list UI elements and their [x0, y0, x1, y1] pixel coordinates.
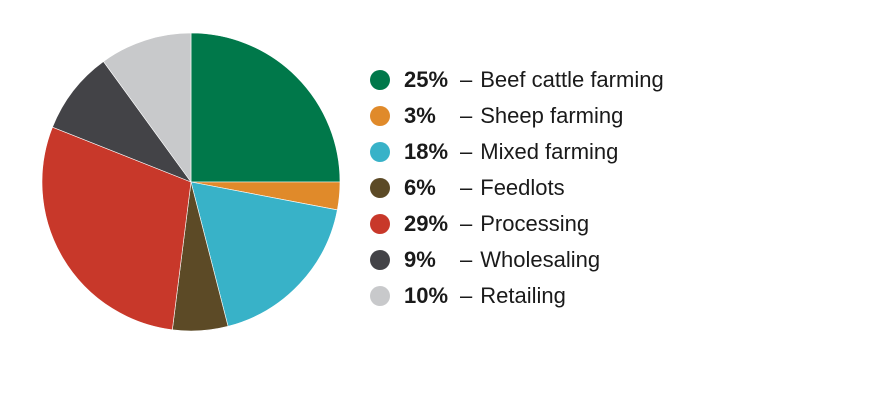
legend-percent: 18% [404, 139, 449, 164]
chart-legend: 25% – Beef cattle farming 3% – Sheep farming 1… [370, 62, 664, 314]
legend-swatch [370, 178, 390, 198]
legend-dash: – [460, 175, 473, 200]
legend-label: Feedlots [480, 175, 565, 200]
legend-label: Beef cattle farming [480, 67, 664, 92]
legend-label: Wholesaling [480, 247, 601, 272]
legend-label: Processing [480, 211, 590, 236]
legend-percent: 6% [404, 175, 436, 200]
legend-swatch [370, 286, 390, 306]
legend-swatch [370, 142, 390, 162]
pie-slice-wholesaling [52, 61, 192, 183]
legend-dash: – [460, 103, 473, 128]
legend-swatch [370, 250, 390, 270]
legend-percent: 29% [404, 211, 449, 236]
legend-dash: – [460, 283, 473, 308]
legend-label: Mixed farming [480, 139, 619, 164]
legend-percent: 3% [404, 103, 436, 128]
legend-percent: 25% [404, 67, 449, 92]
pie-slice-processing [41, 126, 192, 331]
legend-item-wholesaling: 9% – Wholesaling [370, 242, 664, 278]
legend-dash: – [460, 67, 473, 92]
pie-slice-beef-cattle-farming [190, 32, 341, 183]
legend-swatch [370, 214, 390, 234]
legend-label: Sheep farming [480, 103, 624, 128]
legend-dash: – [460, 139, 473, 164]
legend-item-mixed-farming: 18% – Mixed farming [370, 134, 664, 170]
legend-item-beef-cattle-farming: 25% – Beef cattle farming [370, 62, 664, 98]
legend-percent: 9% [404, 247, 436, 272]
pie-chart [41, 32, 341, 332]
pie-slice-retailing [103, 32, 192, 183]
pie-slice-mixed-farming [190, 181, 338, 327]
legend-item-processing: 29% – Processing [370, 206, 664, 242]
legend-percent: 10% [404, 283, 449, 308]
legend-item-feedlots: 6% – Feedlots [370, 170, 664, 206]
legend-swatch [370, 70, 390, 90]
legend-item-retailing: 10% – Retailing [370, 278, 664, 314]
legend-dash: – [460, 211, 473, 236]
legend-swatch [370, 106, 390, 126]
legend-label: Retailing [480, 283, 566, 308]
legend-dash: – [460, 247, 473, 272]
legend-item-sheep-farming: 3% – Sheep farming [370, 98, 664, 134]
